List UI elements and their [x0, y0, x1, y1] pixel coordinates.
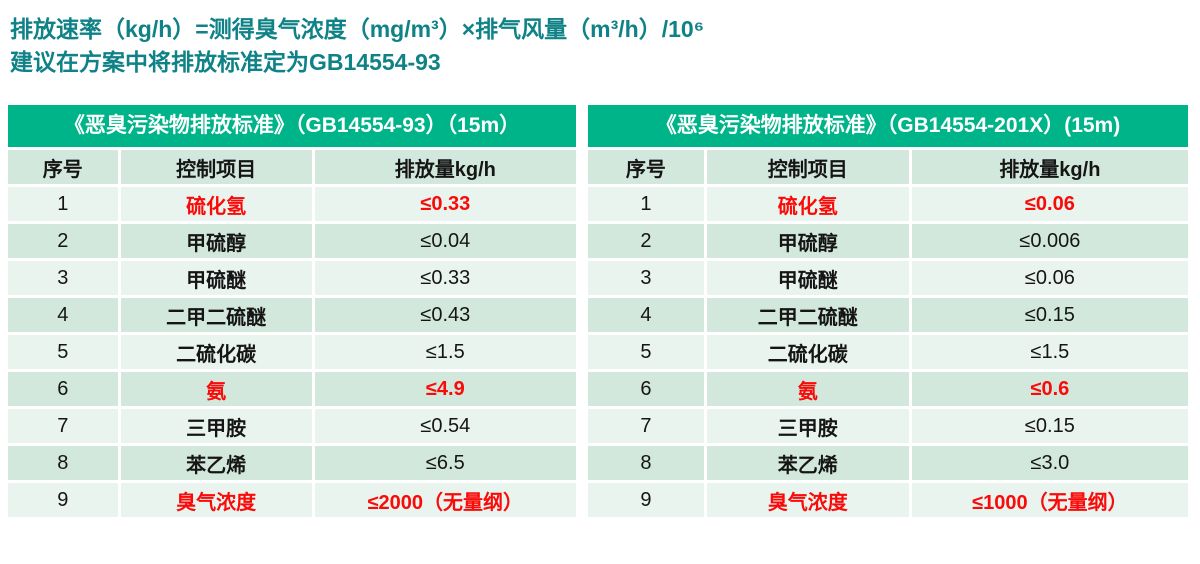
- table-row: 2 甲硫醇 ≤0.006: [588, 221, 1188, 260]
- control-item-name: 苯乙烯: [117, 443, 314, 482]
- row-serial-number: 7: [8, 406, 120, 445]
- control-item-name: 苯乙烯: [703, 443, 911, 482]
- table-body: 1 硫化氢 ≤0.06 2 甲硫醇 ≤0.006 3 甲硫醚 ≤0.06 4 二甲二硫醚 ≤0.15 5…: [588, 184, 1188, 520]
- control-item-name: 硫化氢: [703, 184, 911, 223]
- control-item-name: 氨: [703, 369, 911, 408]
- emission-limit-value: ≤0.6: [908, 369, 1188, 408]
- emission-limit-value: ≤3.0: [908, 443, 1188, 482]
- emission-rate-formula: 排放速率（kg/h）=测得臭气浓度（mg/m³）×排气风量（m³/h）/10⁶: [10, 16, 705, 42]
- control-item-name: 氨: [117, 369, 314, 408]
- column-header-item: 控制项目: [117, 147, 314, 187]
- table-row: 9 臭气浓度 ≤2000（无量纲）: [8, 480, 576, 520]
- control-item-name: 甲硫醚: [117, 258, 314, 297]
- emission-limit-value: ≤4.9: [311, 369, 576, 408]
- emission-limit-value: ≤0.06: [908, 184, 1188, 223]
- control-item-name: 三甲胺: [117, 406, 314, 445]
- row-serial-number: 8: [588, 443, 706, 482]
- table-body: 1 硫化氢 ≤0.33 2 甲硫醇 ≤0.04 3 甲硫醚 ≤0.33 4 二甲二硫醚 ≤0.43 5 二…: [8, 184, 576, 520]
- table-row: 3 甲硫醚 ≤0.06: [588, 258, 1188, 297]
- table-row: 1 硫化氢 ≤0.33: [8, 184, 576, 223]
- table-row: 1 硫化氢 ≤0.06: [588, 184, 1188, 223]
- emission-limit-value: ≤0.15: [908, 295, 1188, 334]
- table-row: 3 甲硫醚 ≤0.33: [8, 258, 576, 297]
- table-title: 《恶臭污染物排放标准》（GB14554-201X）(15m): [588, 105, 1188, 147]
- control-item-name: 臭气浓度: [703, 480, 911, 520]
- row-serial-number: 1: [8, 184, 120, 223]
- emission-limit-value: ≤2000（无量纲）: [311, 480, 576, 520]
- row-serial-number: 6: [8, 369, 120, 408]
- emission-limit-value: ≤1000（无量纲）: [908, 480, 1188, 520]
- column-header-value: 排放量kg/h: [311, 147, 576, 187]
- emission-limit-value: ≤1.5: [908, 332, 1188, 371]
- row-serial-number: 8: [8, 443, 120, 482]
- table-row: 5 二硫化碳 ≤1.5: [588, 332, 1188, 371]
- table-row: 7 三甲胺 ≤0.54: [8, 406, 576, 445]
- column-header-serial: 序号: [8, 147, 120, 187]
- row-serial-number: 1: [588, 184, 706, 223]
- control-item-name: 甲硫醚: [703, 258, 911, 297]
- emission-standard-table: 序号 控制项目 排放量kg/h 1 硫化氢 ≤0.06 2 甲硫醇 ≤0.006 3 甲硫醚 ≤…: [588, 147, 1188, 520]
- control-item-name: 三甲胺: [703, 406, 911, 445]
- emission-limit-value: ≤1.5: [311, 332, 576, 371]
- control-item-name: 硫化氢: [117, 184, 314, 223]
- table-row: 7 三甲胺 ≤0.15: [588, 406, 1188, 445]
- column-header-row: 序号 控制项目 排放量kg/h: [8, 147, 576, 187]
- table-row: 4 二甲二硫醚 ≤0.43: [8, 295, 576, 334]
- column-header-value: 排放量kg/h: [908, 147, 1188, 187]
- control-item-name: 甲硫醇: [703, 221, 911, 260]
- row-serial-number: 7: [588, 406, 706, 445]
- table-gb14554-201x: 《恶臭污染物排放标准》（GB14554-201X）(15m) 序号 控制项目 排…: [588, 105, 1188, 520]
- emission-limit-value: ≤0.04: [311, 221, 576, 260]
- emission-limit-value: ≤0.54: [311, 406, 576, 445]
- table-row: 5 二硫化碳 ≤1.5: [8, 332, 576, 371]
- row-serial-number: 5: [8, 332, 120, 371]
- emission-limit-value: ≤0.33: [311, 258, 576, 297]
- column-header-serial: 序号: [588, 147, 706, 187]
- row-serial-number: 4: [588, 295, 706, 334]
- emission-limit-value: ≤0.33: [311, 184, 576, 223]
- table-row: 6 氨 ≤4.9: [8, 369, 576, 408]
- emission-limit-value: ≤0.006: [908, 221, 1188, 260]
- row-serial-number: 4: [8, 295, 120, 334]
- emission-limit-value: ≤0.43: [311, 295, 576, 334]
- control-item-name: 二硫化碳: [117, 332, 314, 371]
- table-row: 6 氨 ≤0.6: [588, 369, 1188, 408]
- intro-text-block: 排放速率（kg/h）=测得臭气浓度（mg/m³）×排气风量（m³/h）/10⁶ …: [10, 13, 704, 79]
- table-row: 4 二甲二硫醚 ≤0.15: [588, 295, 1188, 334]
- table-row: 8 苯乙烯 ≤3.0: [588, 443, 1188, 482]
- control-item-name: 甲硫醇: [117, 221, 314, 260]
- row-serial-number: 3: [8, 258, 120, 297]
- column-header-item: 控制项目: [703, 147, 911, 187]
- row-serial-number: 5: [588, 332, 706, 371]
- emission-limit-value: ≤6.5: [311, 443, 576, 482]
- table-row: 9 臭气浓度 ≤1000（无量纲）: [588, 480, 1188, 520]
- control-item-name: 二甲二硫醚: [117, 295, 314, 334]
- table-row: 8 苯乙烯 ≤6.5: [8, 443, 576, 482]
- row-serial-number: 9: [8, 480, 120, 520]
- column-header-row: 序号 控制项目 排放量kg/h: [588, 147, 1188, 187]
- standard-recommendation: 建议在方案中将排放标准定为GB14554-93: [10, 49, 441, 75]
- row-serial-number: 3: [588, 258, 706, 297]
- row-serial-number: 2: [588, 221, 706, 260]
- emission-standard-table: 序号 控制项目 排放量kg/h 1 硫化氢 ≤0.33 2 甲硫醇 ≤0.04 3 甲硫醚 ≤0…: [8, 147, 576, 520]
- emission-limit-value: ≤0.15: [908, 406, 1188, 445]
- control-item-name: 臭气浓度: [117, 480, 314, 520]
- emission-limit-value: ≤0.06: [908, 258, 1188, 297]
- row-serial-number: 9: [588, 480, 706, 520]
- table-gb14554-93: 《恶臭污染物排放标准》（GB14554-93）（15m） 序号 控制项目 排放量…: [8, 105, 576, 520]
- control-item-name: 二硫化碳: [703, 332, 911, 371]
- row-serial-number: 6: [588, 369, 706, 408]
- control-item-name: 二甲二硫醚: [703, 295, 911, 334]
- row-serial-number: 2: [8, 221, 120, 260]
- table-title: 《恶臭污染物排放标准》（GB14554-93）（15m）: [8, 105, 576, 147]
- table-row: 2 甲硫醇 ≤0.04: [8, 221, 576, 260]
